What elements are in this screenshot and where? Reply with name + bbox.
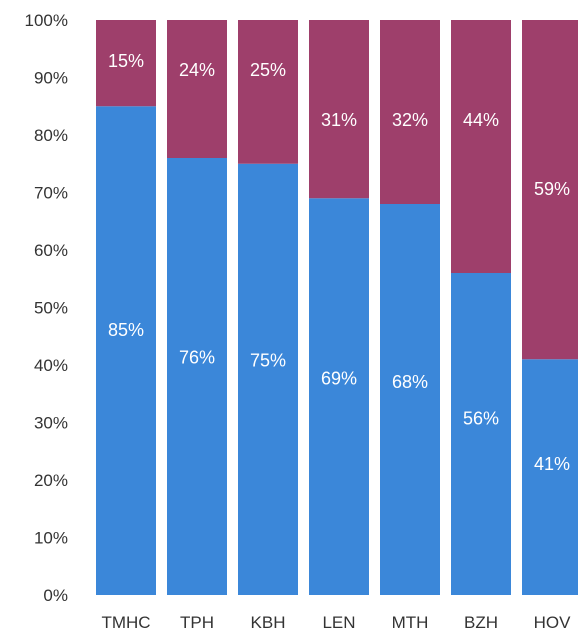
data-label: 59% <box>534 179 570 199</box>
bar-segment-lower <box>96 106 156 595</box>
bar-segment-lower <box>451 273 511 595</box>
y-tick-label: 20% <box>34 471 68 490</box>
bars <box>96 20 578 595</box>
data-label: 31% <box>321 110 357 130</box>
bar-segment-lower <box>167 158 227 595</box>
y-tick-label: 10% <box>34 529 68 548</box>
x-category-label: BZH <box>464 613 498 632</box>
x-category-label: HOV <box>534 613 572 632</box>
bar-segment-lower <box>522 359 578 595</box>
data-label: 85% <box>108 320 144 340</box>
data-label: 15% <box>108 51 144 71</box>
y-tick-label: 40% <box>34 356 68 375</box>
bar-segment-lower <box>380 204 440 595</box>
data-label: 32% <box>392 110 428 130</box>
bar-segment-upper <box>167 20 227 158</box>
y-tick-label: 70% <box>34 184 68 203</box>
data-label: 69% <box>321 369 357 389</box>
y-tick-label: 80% <box>34 126 68 145</box>
data-label: 44% <box>463 110 499 130</box>
x-category-label: TMHC <box>101 613 150 632</box>
bar-segment-upper <box>522 20 578 360</box>
y-tick-label: 30% <box>34 414 68 433</box>
bar-segment-upper <box>96 20 156 107</box>
x-axis: TMHC TPH KBH LEN MTH BZH HOV <box>101 613 571 632</box>
x-category-label: TPH <box>180 613 214 632</box>
bar-segment-upper <box>309 20 369 199</box>
y-axis: 0% 10% 20% 30% 40% 50% 60% 70% 80% 90% 100% <box>25 11 68 605</box>
data-label: 25% <box>250 60 286 80</box>
x-category-label: KBH <box>251 613 286 632</box>
y-tick-label: 0% <box>43 586 68 605</box>
data-label: 68% <box>392 372 428 392</box>
bar-segment-lower <box>238 163 298 595</box>
data-label: 76% <box>179 347 215 367</box>
y-tick-label: 60% <box>34 241 68 260</box>
data-label: 24% <box>179 60 215 80</box>
y-tick-label: 100% <box>25 11 68 30</box>
x-category-label: LEN <box>322 613 355 632</box>
data-label: 75% <box>250 350 286 370</box>
y-tick-label: 90% <box>34 69 68 88</box>
bar-segment-upper <box>451 20 511 273</box>
y-tick-label: 50% <box>34 299 68 318</box>
data-labels: 85% 15% 76% 24% 75% 25% 69% 31% 68% 32% 56% 44% 41% 5… <box>108 51 570 474</box>
bar-segment-upper <box>380 20 440 204</box>
data-label: 56% <box>463 408 499 428</box>
x-category-label: MTH <box>392 613 429 632</box>
data-label: 41% <box>534 454 570 474</box>
bar-segment-upper <box>238 20 298 164</box>
bar-segment-lower <box>309 198 369 595</box>
